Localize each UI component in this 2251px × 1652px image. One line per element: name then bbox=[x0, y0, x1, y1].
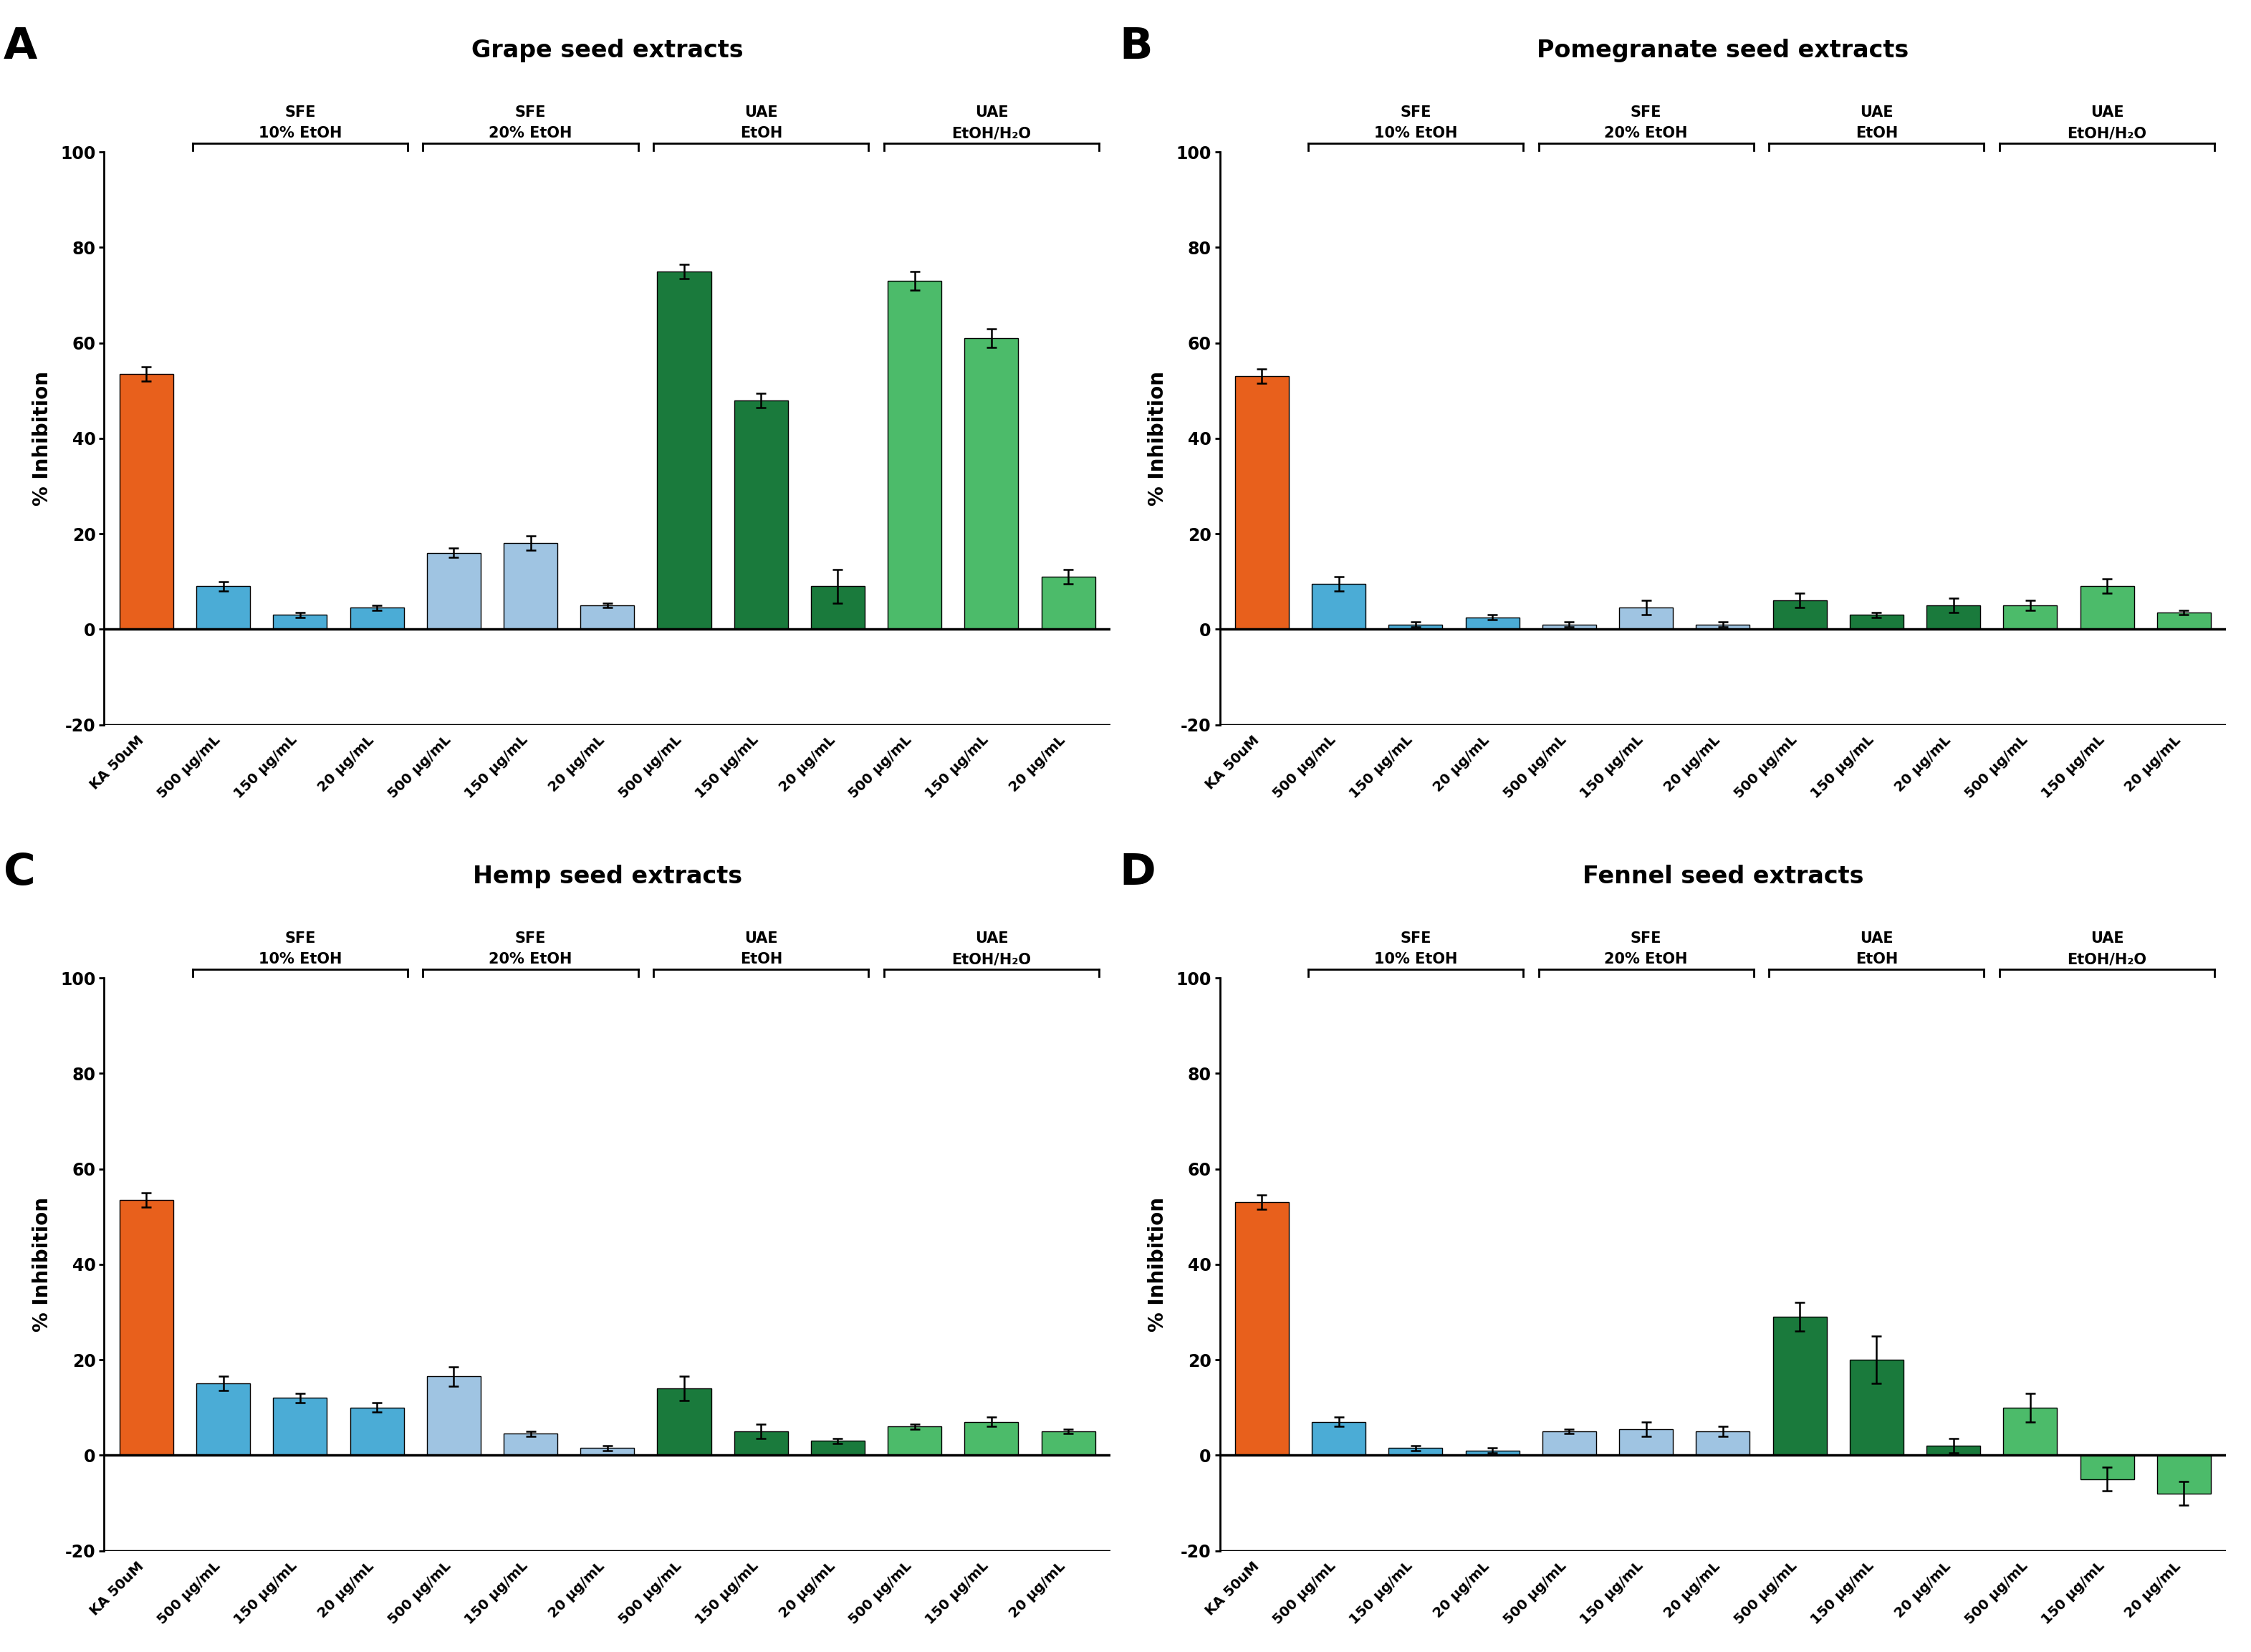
Y-axis label: % Inhibition: % Inhibition bbox=[1148, 1198, 1168, 1332]
Text: 20% EtOH: 20% EtOH bbox=[488, 952, 572, 966]
Text: 10% EtOH: 10% EtOH bbox=[259, 952, 342, 966]
Title: Grape seed extracts: Grape seed extracts bbox=[470, 40, 743, 63]
Bar bbox=[1850, 615, 1904, 629]
Bar bbox=[1236, 1203, 1290, 1455]
Bar bbox=[196, 1384, 250, 1455]
Bar bbox=[1042, 1431, 1096, 1455]
Bar bbox=[1774, 1317, 1826, 1455]
Bar bbox=[1312, 583, 1366, 629]
Title: Fennel seed extracts: Fennel seed extracts bbox=[1582, 866, 1864, 889]
Bar bbox=[887, 1427, 941, 1455]
Text: 20% EtOH: 20% EtOH bbox=[1605, 126, 1688, 140]
Text: EtOH: EtOH bbox=[741, 126, 783, 140]
Text: EtOH/H₂O: EtOH/H₂O bbox=[2066, 952, 2147, 966]
Bar bbox=[2003, 1408, 2057, 1455]
Bar bbox=[272, 615, 326, 629]
Bar bbox=[119, 373, 173, 629]
Bar bbox=[428, 1376, 482, 1455]
Bar bbox=[349, 608, 403, 629]
Bar bbox=[1542, 624, 1596, 629]
Text: UAE: UAE bbox=[1859, 932, 1893, 945]
Text: SFE: SFE bbox=[284, 932, 315, 945]
Text: SFE: SFE bbox=[515, 932, 547, 945]
Text: UAE: UAE bbox=[2091, 106, 2123, 119]
Bar bbox=[657, 271, 711, 629]
Bar bbox=[1774, 601, 1826, 629]
Text: A: A bbox=[5, 26, 38, 68]
Y-axis label: % Inhibition: % Inhibition bbox=[1148, 372, 1168, 506]
Text: EtOH/H₂O: EtOH/H₂O bbox=[952, 952, 1031, 966]
Text: 20% EtOH: 20% EtOH bbox=[488, 126, 572, 140]
Bar bbox=[504, 1434, 558, 1455]
Text: UAE: UAE bbox=[1859, 106, 1893, 119]
Text: SFE: SFE bbox=[1400, 932, 1432, 945]
Bar bbox=[2156, 613, 2210, 629]
Bar bbox=[966, 1422, 1017, 1455]
Bar bbox=[1927, 1446, 1981, 1455]
Bar bbox=[657, 1388, 711, 1455]
Bar bbox=[810, 1441, 864, 1455]
Bar bbox=[581, 605, 635, 629]
Bar bbox=[119, 1199, 173, 1455]
Bar bbox=[1312, 1422, 1366, 1455]
Bar bbox=[1042, 577, 1096, 629]
Text: C: C bbox=[5, 852, 36, 894]
Bar bbox=[1695, 624, 1749, 629]
Bar bbox=[1542, 1431, 1596, 1455]
Text: EtOH: EtOH bbox=[741, 952, 783, 966]
Text: D: D bbox=[1119, 852, 1155, 894]
Bar bbox=[581, 1449, 635, 1455]
Bar bbox=[2156, 1455, 2210, 1493]
Bar bbox=[504, 544, 558, 629]
Bar bbox=[272, 1398, 326, 1455]
Bar bbox=[1236, 377, 1290, 629]
Text: EtOH/H₂O: EtOH/H₂O bbox=[952, 126, 1031, 140]
Bar bbox=[2003, 605, 2057, 629]
Bar bbox=[1465, 618, 1519, 629]
Bar bbox=[349, 1408, 403, 1455]
Text: UAE: UAE bbox=[2091, 932, 2123, 945]
Text: 10% EtOH: 10% EtOH bbox=[259, 126, 342, 140]
Y-axis label: % Inhibition: % Inhibition bbox=[32, 1198, 52, 1332]
Text: EtOH: EtOH bbox=[1855, 952, 1898, 966]
Text: 20% EtOH: 20% EtOH bbox=[1605, 952, 1688, 966]
Bar bbox=[1618, 1429, 1672, 1455]
Text: EtOH/H₂O: EtOH/H₂O bbox=[2066, 126, 2147, 140]
Bar bbox=[1465, 1450, 1519, 1455]
Text: UAE: UAE bbox=[975, 106, 1008, 119]
Text: B: B bbox=[1119, 26, 1153, 68]
Text: UAE: UAE bbox=[745, 932, 779, 945]
Bar bbox=[2080, 1455, 2134, 1479]
Y-axis label: % Inhibition: % Inhibition bbox=[32, 372, 52, 506]
Bar bbox=[966, 339, 1017, 629]
Bar bbox=[734, 1431, 788, 1455]
Text: UAE: UAE bbox=[975, 932, 1008, 945]
Text: SFE: SFE bbox=[284, 106, 315, 119]
Bar bbox=[810, 586, 864, 629]
Bar bbox=[2080, 586, 2134, 629]
Bar bbox=[887, 281, 941, 629]
Text: SFE: SFE bbox=[1400, 106, 1432, 119]
Bar bbox=[196, 586, 250, 629]
Text: EtOH: EtOH bbox=[1855, 126, 1898, 140]
Text: SFE: SFE bbox=[515, 106, 547, 119]
Bar bbox=[428, 553, 482, 629]
Bar bbox=[1389, 624, 1443, 629]
Title: Pomegranate seed extracts: Pomegranate seed extracts bbox=[1537, 40, 1909, 63]
Text: UAE: UAE bbox=[745, 106, 779, 119]
Title: Hemp seed extracts: Hemp seed extracts bbox=[473, 866, 743, 889]
Text: 10% EtOH: 10% EtOH bbox=[1373, 126, 1456, 140]
Text: SFE: SFE bbox=[1630, 106, 1661, 119]
Text: 10% EtOH: 10% EtOH bbox=[1373, 952, 1456, 966]
Bar bbox=[1695, 1431, 1749, 1455]
Bar bbox=[1618, 608, 1672, 629]
Bar bbox=[1850, 1360, 1904, 1455]
Text: SFE: SFE bbox=[1630, 932, 1661, 945]
Bar bbox=[734, 400, 788, 629]
Bar bbox=[1927, 605, 1981, 629]
Bar bbox=[1389, 1449, 1443, 1455]
